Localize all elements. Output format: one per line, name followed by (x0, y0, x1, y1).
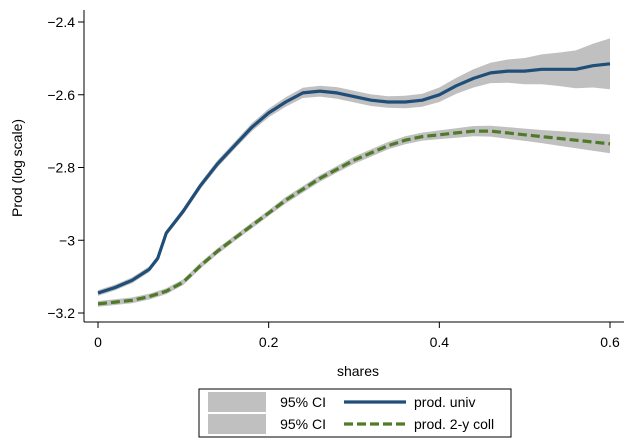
legend-swatch-ci (208, 392, 266, 412)
x-tick-label: 0 (94, 334, 102, 350)
y-tick-label: −3 (59, 232, 75, 248)
legend-swatch-ci (208, 414, 266, 434)
ci-band-2 (98, 125, 610, 307)
ci-band-1 (98, 38, 610, 296)
x-tick-label: 0.2 (259, 334, 279, 350)
series-line-1 (97, 62, 611, 295)
y-tick-label: −3.2 (47, 305, 75, 321)
x-tick-label: 0.4 (430, 334, 450, 350)
legend-label-line: prod. 2-y coll (414, 416, 494, 432)
confidence-bands (98, 38, 610, 307)
legend: 95% CI prod. univ 95% CI prod. 2-y coll (198, 388, 512, 438)
legend-label-ci: 95% CI (280, 394, 326, 410)
legend-label-line: prod. univ (414, 394, 475, 410)
y-tick-label: −2.8 (47, 160, 75, 176)
y-axis-title: Prod (log scale) (9, 119, 25, 217)
series-lines (97, 62, 611, 306)
axes: −3.2 −3 −2.8 −2.6 −2.4 0 0.2 0.4 0.6 (47, 10, 624, 350)
x-tick-label: 0.6 (600, 334, 620, 350)
y-tick-label: −2.6 (47, 87, 75, 103)
x-axis-title: shares (337, 363, 379, 379)
y-tick-label: −2.4 (47, 14, 75, 30)
legend-label-ci: 95% CI (280, 416, 326, 432)
series-line-2 (97, 129, 611, 306)
